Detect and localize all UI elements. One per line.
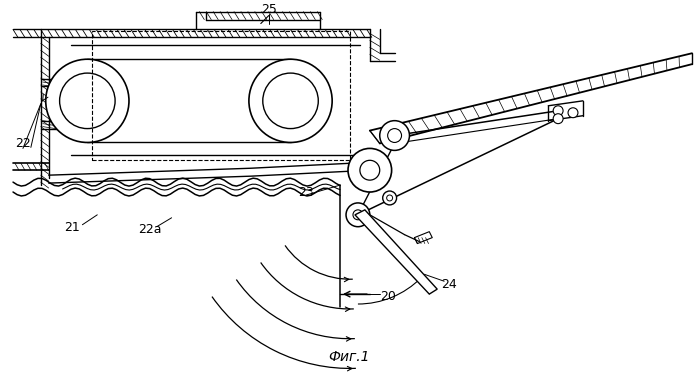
Circle shape bbox=[249, 59, 332, 142]
Text: 21: 21 bbox=[64, 221, 80, 234]
Circle shape bbox=[45, 59, 129, 142]
Text: 25: 25 bbox=[261, 3, 277, 16]
Circle shape bbox=[346, 203, 370, 227]
Circle shape bbox=[380, 121, 410, 150]
Circle shape bbox=[382, 191, 396, 205]
Text: 22a: 22a bbox=[138, 223, 161, 236]
Circle shape bbox=[553, 106, 563, 116]
Polygon shape bbox=[355, 210, 437, 294]
Text: 24: 24 bbox=[441, 278, 457, 291]
Circle shape bbox=[553, 114, 563, 124]
Text: 23: 23 bbox=[298, 186, 315, 199]
Text: 22: 22 bbox=[15, 137, 31, 150]
Circle shape bbox=[348, 148, 391, 192]
Circle shape bbox=[568, 108, 578, 118]
Text: 20: 20 bbox=[380, 289, 396, 302]
Text: Фиг.1: Фиг.1 bbox=[329, 350, 370, 363]
Bar bbox=[92, 32, 350, 160]
